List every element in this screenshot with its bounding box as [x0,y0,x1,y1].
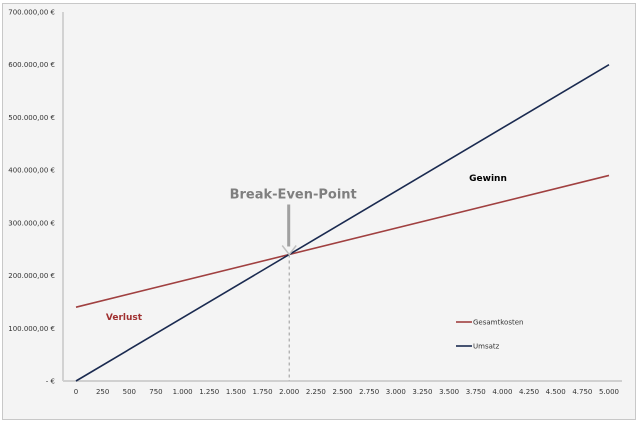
y-tick-label: 600.000,00 € [8,61,55,69]
legend-label: Umsatz [473,343,500,351]
verlust-label: Verlust [106,313,143,323]
x-tick-label: 2.000 [279,388,299,396]
x-tick-label: 2.250 [306,388,326,396]
legend-label: Gesamtkosten [473,319,523,327]
x-tick-label: 1.500 [226,388,246,396]
y-tick-label: - € [46,378,55,386]
x-tick-label: 3.250 [412,388,432,396]
break-even-label: Break-Even-Point [230,187,357,202]
x-tick-label: 5.000 [599,388,619,396]
legend: Gesamtkosten Umsatz [456,319,523,351]
x-tick-label: 4.250 [519,388,539,396]
x-tick-label: 4.000 [492,388,512,396]
x-tick-label: 1.750 [253,388,273,396]
y-tick-label: 100.000,00 € [8,325,55,333]
x-tick-label: 4.500 [546,388,566,396]
x-tick-label: 2.500 [332,388,352,396]
x-tick-label: 500 [123,388,136,396]
gewinn-label: Gewinn [469,174,507,184]
x-tick-label: 1.000 [173,388,193,396]
x-tick-label: 3.750 [466,388,486,396]
x-tick-label: 750 [149,388,162,396]
y-tick-label: 700.000,00 € [8,9,55,17]
y-tick-label: 400.000,00 € [8,167,55,175]
x-tick-label: 4.750 [572,388,592,396]
x-tick-label: 1.250 [199,388,219,396]
y-tick-label: 300.000,00 € [8,219,55,227]
y-tick-label: 500.000,00 € [8,114,55,122]
series-line-gesamtkosten [75,174,610,308]
x-tick-label: 3.000 [386,388,406,396]
x-tick-label: 250 [96,388,109,396]
x-tick-label: 3.500 [439,388,459,396]
series-line-umsatz [75,64,610,382]
y-tick-label: 200.000,00 € [8,272,55,280]
chart-frame [2,3,636,420]
break-even-arrow [281,204,297,256]
x-tick-label: 0 [74,388,78,396]
x-tick-label: 2.750 [359,388,379,396]
